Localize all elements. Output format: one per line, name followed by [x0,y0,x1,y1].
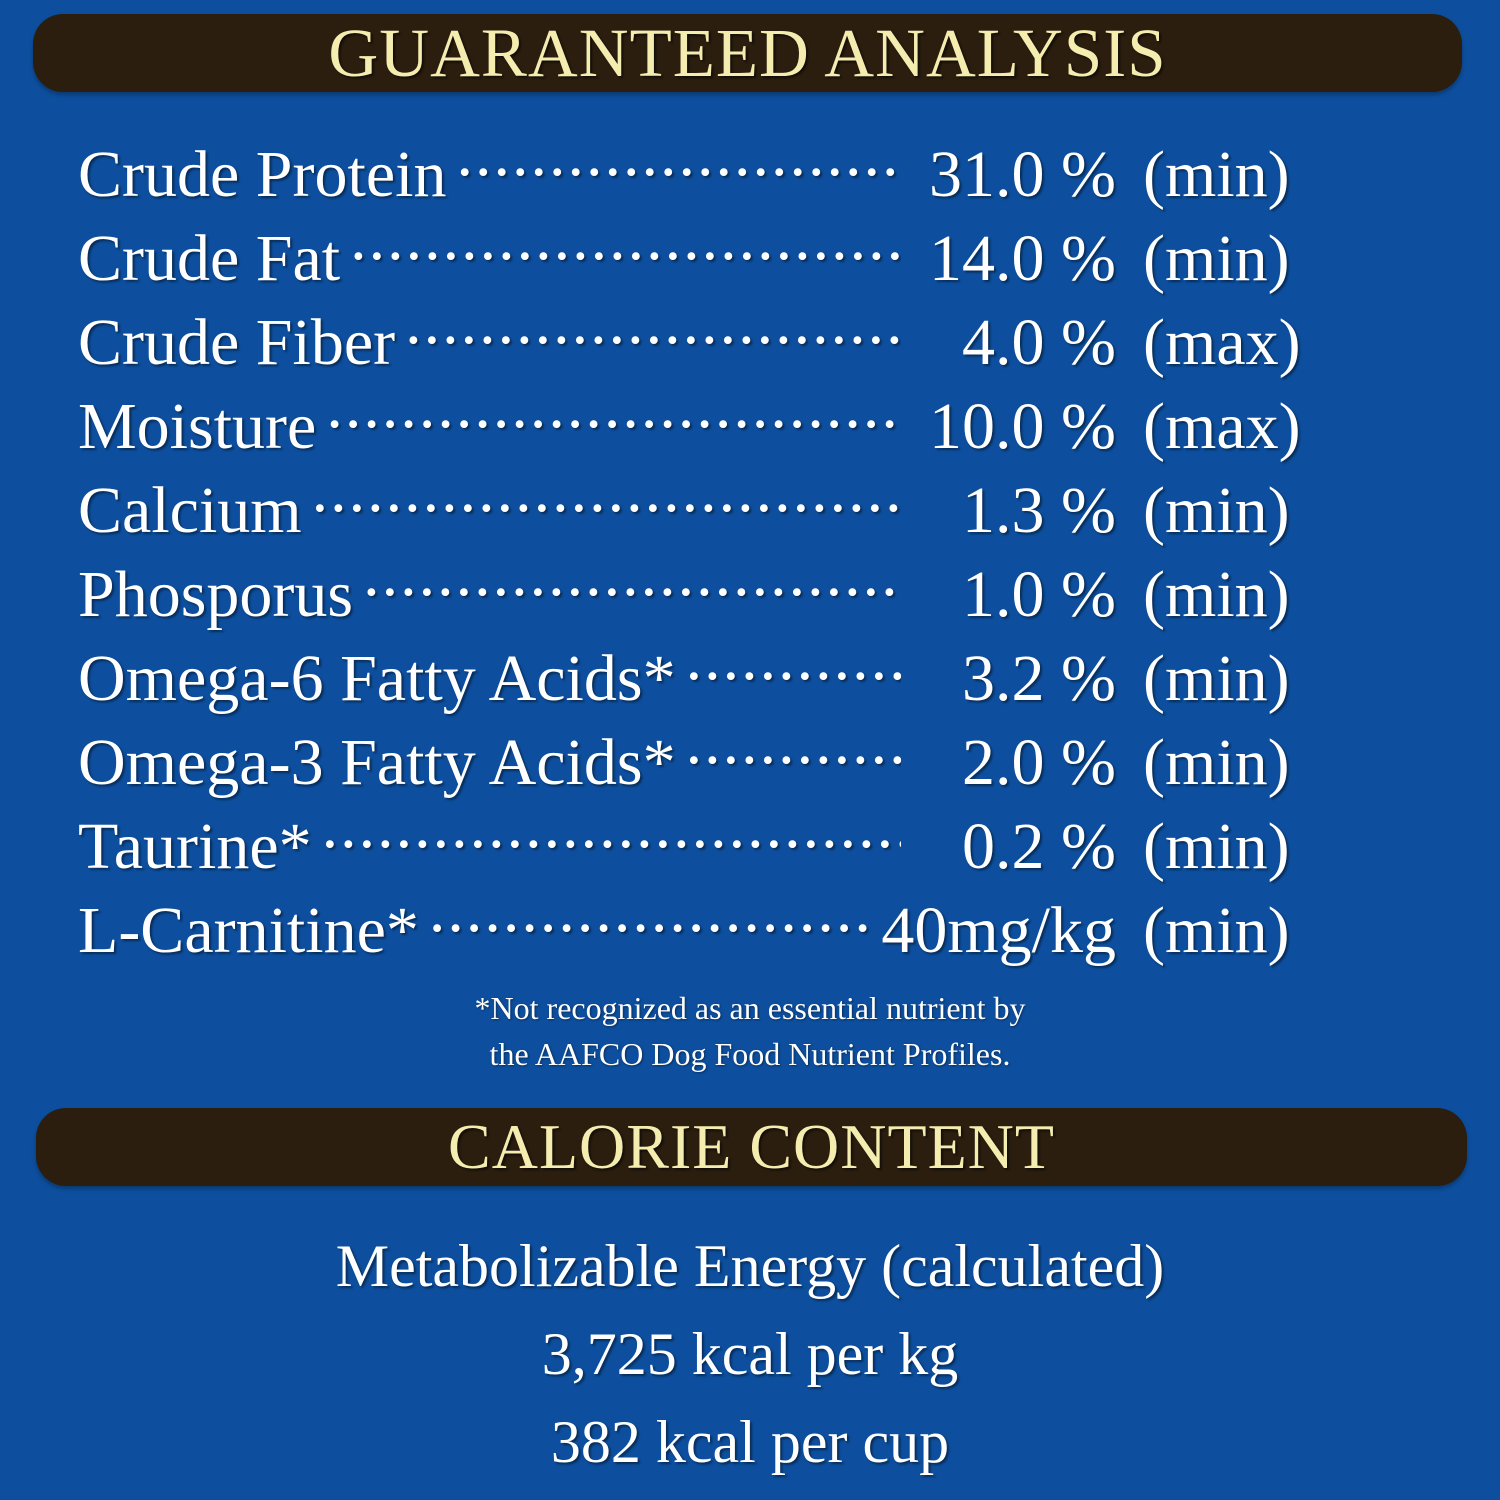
nutrient-basis: (min) [1143,894,1290,967]
nutrient-label: Taurine* [78,810,312,883]
nutrient-row: Crude Protein 31.0 % (min) [78,112,1318,211]
nutrient-value: 4.0 % [962,306,1116,379]
nutrient-label: Omega-6 Fatty Acids* [78,642,676,715]
nutrient-basis: (max) [1143,390,1301,463]
nutrient-label: Phosporus [78,558,354,631]
nutrient-basis: (min) [1143,222,1290,295]
dot-leader [350,196,901,280]
nutrient-value: 10.0 % [929,390,1116,463]
nutrient-table: Crude Protein 31.0 % (min) Crude Fat 14.… [78,112,1318,967]
nutrient-value: 40mg/kg [881,894,1116,967]
nutrient-value: 31.0 % [929,138,1116,211]
dot-leader [363,532,901,616]
nutrient-value: 2.0 % [962,726,1116,799]
dot-leader [326,364,901,448]
kcal-per-cup-value: 382 kcal per cup [550,1409,950,1475]
nutrient-value: 0.2 % [962,810,1116,883]
nutrient-basis: (min) [1143,474,1290,547]
kcal-per-kg-value: 3,725 kcal per kg [541,1321,959,1387]
guaranteed-analysis-header-banner: GUARANTEED ANALYSIS [33,14,1462,92]
aafco-footnote: *Not recognized as an essential nutrient… [0,985,1500,1077]
nutrient-value: 14.0 % [929,222,1116,295]
nutrient-value: 3.2 % [962,642,1116,715]
nutrient-label: Calcium [78,474,302,547]
nutrient-row: Calcium 1.3 % (min) [78,448,1318,547]
nutrient-basis: (min) [1143,558,1290,631]
nutrient-basis: (min) [1143,642,1290,715]
nutrient-label: Crude Fat [78,222,341,295]
dot-leader [686,616,901,700]
nutrient-label: L-Carnitine* [78,894,419,967]
nutrient-row: Crude Fiber 4.0 % (max) [78,280,1318,379]
calorie-content-header-banner: CALORIE CONTENT [36,1108,1467,1186]
nutrient-row: Moisture 10.0 % (max) [78,364,1318,463]
footnote-line-2: the AAFCO Dog Food Nutrient Profiles. [489,1036,1011,1072]
nutrient-basis: (max) [1143,306,1301,379]
dot-leader [456,112,901,196]
nutrient-basis: (min) [1143,138,1290,211]
guaranteed-analysis-title: GUARANTEED ANALYSIS [328,14,1167,91]
nutrient-value: 1.0 % [962,558,1116,631]
nutrient-label: Moisture [78,390,317,463]
nutrient-row: Crude Fat 14.0 % (min) [78,196,1318,295]
dot-leader [429,868,873,952]
nutrient-value: 1.3 % [962,474,1116,547]
dot-leader [312,448,901,532]
nutrient-row: Phosporus 1.0 % (min) [78,532,1318,631]
nutrient-basis: (min) [1143,810,1290,883]
nutrient-row: Omega-6 Fatty Acids* 3.2 % (min) [78,616,1318,715]
dot-leader [322,784,901,868]
nutrient-basis: (min) [1143,726,1290,799]
calorie-content-body: Metabolizable Energy (calculated) 3,725 … [0,1222,1500,1486]
metabolizable-energy-label: Metabolizable Energy (calculated) [335,1233,1165,1299]
nutrient-row: Taurine* 0.2 % (min) [78,784,1318,883]
calorie-content-title: CALORIE CONTENT [448,1111,1055,1182]
nutrient-row: L-Carnitine* 40mg/kg (min) [78,868,1318,967]
footnote-line-1: *Not recognized as an essential nutrient… [474,990,1026,1026]
dot-leader [686,700,901,784]
dot-leader [405,280,901,364]
